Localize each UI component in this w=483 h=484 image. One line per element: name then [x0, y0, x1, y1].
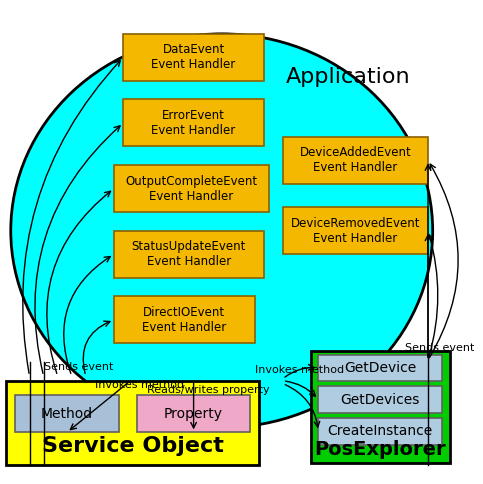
- Text: Invokes method: Invokes method: [255, 364, 344, 375]
- Text: OutputCompleteEvent
Event Handler: OutputCompleteEvent Event Handler: [125, 175, 257, 203]
- Ellipse shape: [11, 34, 433, 428]
- Text: Reads/writes property: Reads/writes property: [147, 385, 270, 395]
- Bar: [137, 395, 250, 432]
- Text: Property: Property: [164, 407, 223, 421]
- Text: DeviceRemovedEvent
Event Handler: DeviceRemovedEvent Event Handler: [291, 217, 420, 245]
- Text: DataEvent
Event Handler: DataEvent Event Handler: [152, 43, 236, 71]
- Text: DirectIOEvent
Event Handler: DirectIOEvent Event Handler: [142, 306, 227, 334]
- Text: Method: Method: [41, 407, 93, 421]
- Text: Invokes method: Invokes method: [95, 380, 185, 391]
- Text: Service Object: Service Object: [42, 436, 224, 456]
- Text: Sends event: Sends event: [43, 362, 113, 372]
- Text: GetDevice: GetDevice: [344, 361, 416, 375]
- Text: DeviceAddedEvent
Event Handler: DeviceAddedEvent Event Handler: [299, 147, 411, 174]
- Bar: [15, 395, 119, 432]
- Bar: [318, 418, 442, 444]
- Bar: [6, 381, 259, 465]
- Text: Sends event: Sends event: [405, 343, 474, 353]
- Text: StatusUpdateEvent
Event Handler: StatusUpdateEvent Event Handler: [132, 240, 246, 268]
- Bar: [114, 231, 264, 278]
- Bar: [311, 351, 450, 463]
- Text: Application: Application: [286, 67, 411, 87]
- Bar: [114, 296, 255, 343]
- Text: GetDevices: GetDevices: [341, 393, 420, 407]
- Bar: [114, 165, 269, 212]
- Text: ErrorEvent
Event Handler: ErrorEvent Event Handler: [152, 109, 236, 137]
- Bar: [123, 34, 264, 81]
- Bar: [283, 207, 428, 254]
- Bar: [318, 354, 442, 381]
- Text: CreateInstance: CreateInstance: [327, 424, 433, 439]
- Bar: [123, 100, 264, 146]
- Text: PosExplorer: PosExplorer: [314, 439, 446, 458]
- Bar: [318, 386, 442, 413]
- Bar: [283, 137, 428, 184]
